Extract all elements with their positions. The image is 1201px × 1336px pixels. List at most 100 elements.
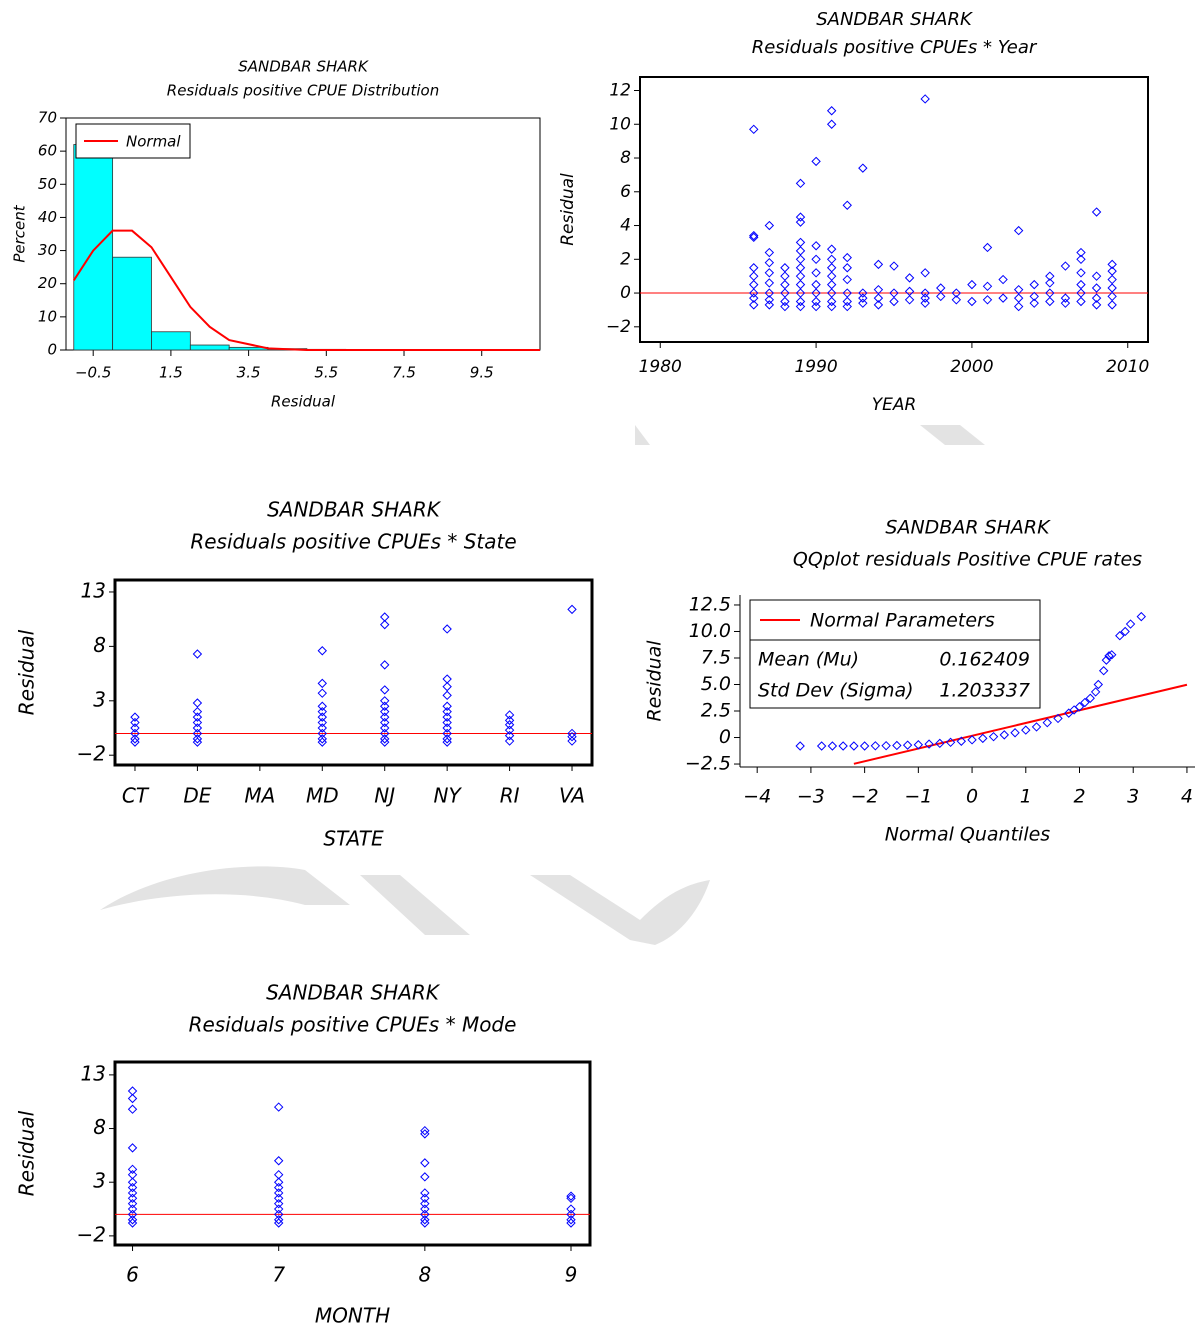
y-tick-label: 7.5 [701, 646, 731, 668]
point [765, 269, 773, 277]
point [443, 675, 451, 683]
point [812, 157, 820, 165]
point [797, 303, 805, 311]
x-axis-label: YEAR [872, 395, 917, 415]
x-tick-label: 7 [272, 1263, 285, 1287]
point [828, 245, 836, 253]
point [421, 1189, 429, 1197]
chart-panel: SANDBAR SHARK Residuals positive CPUEs * … [15, 981, 591, 1328]
point [421, 1200, 429, 1208]
x-tick-label: −0.5 [75, 364, 111, 382]
parameter-value: 1.203337 [939, 680, 1030, 702]
y-tick-label: 0 [719, 726, 731, 748]
point [506, 737, 514, 745]
point [843, 201, 851, 209]
point [1093, 208, 1101, 216]
point [275, 1103, 283, 1111]
point [506, 711, 514, 719]
point [1061, 294, 1069, 302]
point [421, 1130, 429, 1138]
point [843, 264, 851, 272]
point [871, 742, 879, 750]
point [318, 702, 326, 710]
point [129, 1205, 137, 1213]
y-axis-label: Residual [15, 1110, 39, 1196]
point [904, 741, 912, 749]
point [275, 1178, 283, 1186]
point [937, 292, 945, 300]
point [129, 1094, 137, 1102]
y-tick-label: −2.5 [685, 753, 731, 775]
point [797, 264, 805, 272]
x-tick-label: RI [500, 784, 520, 808]
point [874, 286, 882, 294]
point [129, 1189, 137, 1197]
point [421, 1205, 429, 1213]
point [1100, 667, 1108, 675]
y-tick-label: 8 [93, 1115, 106, 1139]
point [750, 281, 758, 289]
point [275, 1184, 283, 1192]
point [381, 686, 389, 694]
point [882, 742, 890, 750]
x-tick-label: 2000 [950, 357, 993, 377]
y-tick-label: −2 [606, 317, 631, 337]
x-tick-label: 3.5 [237, 364, 261, 382]
point [129, 1087, 137, 1095]
point [1077, 297, 1085, 305]
y-tick-label: 10 [609, 114, 631, 134]
x-tick-label: 1 [1020, 786, 1032, 808]
point [129, 1219, 137, 1227]
point [275, 1189, 283, 1197]
x-tick-label: CT [122, 784, 150, 808]
point [859, 294, 867, 302]
point [129, 1105, 137, 1113]
point [1108, 276, 1116, 284]
y-tick-label: 6 [620, 182, 631, 202]
point [443, 719, 451, 727]
x-tick-label: 2010 [1106, 357, 1149, 377]
point [1046, 297, 1054, 305]
point [968, 281, 976, 289]
plot-frame [640, 77, 1148, 342]
point [1022, 726, 1030, 734]
point [1137, 613, 1145, 621]
y-tick-label: 8 [620, 148, 631, 168]
point [129, 1184, 137, 1192]
point [318, 738, 326, 746]
point [850, 742, 858, 750]
chart-title: SANDBAR SHARK [266, 981, 441, 1005]
x-tick-label: 7.5 [392, 364, 416, 382]
point [839, 742, 847, 750]
parameter-label: Mean (Mu) [758, 649, 859, 671]
point [797, 297, 805, 305]
point [193, 713, 201, 721]
point [828, 281, 836, 289]
y-tick-label: 12.5 [689, 593, 731, 615]
chart-title: SANDBAR SHARK [267, 498, 442, 522]
point [797, 218, 805, 226]
point [921, 95, 929, 103]
point [381, 719, 389, 727]
point [1015, 294, 1023, 302]
chart-title: SANDBAR SHARK [885, 517, 1051, 539]
x-tick-label: −1 [904, 786, 932, 808]
point [193, 724, 201, 732]
point [131, 735, 139, 743]
point [381, 735, 389, 743]
x-tick-label: NY [434, 784, 463, 808]
point [818, 742, 826, 750]
y-axis-label: Residual [15, 629, 39, 715]
y-tick-label: 70 [38, 109, 57, 127]
chart-subtitle: Residuals positive CPUEs * Mode [189, 1013, 517, 1037]
y-tick-label: −2 [77, 742, 106, 766]
point [797, 247, 805, 255]
point [275, 1157, 283, 1165]
point [765, 279, 773, 287]
y-tick-label: −2 [77, 1222, 106, 1246]
point [890, 262, 898, 270]
y-axis-label: Residual [644, 640, 666, 722]
point [765, 259, 773, 267]
